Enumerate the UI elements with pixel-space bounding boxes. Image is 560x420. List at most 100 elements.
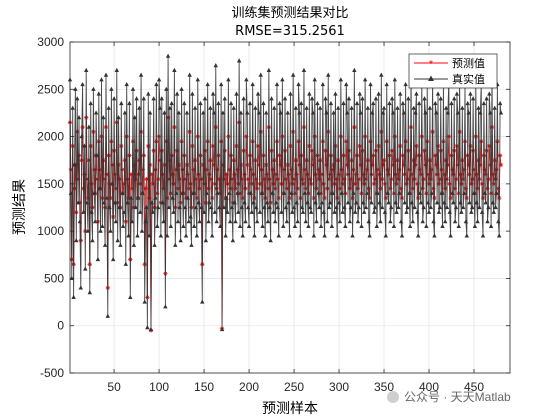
actual-point xyxy=(172,67,177,72)
actual-point xyxy=(224,195,229,200)
predicted-point xyxy=(498,162,504,168)
actual-point xyxy=(482,190,488,195)
actual-point xyxy=(219,326,225,332)
actual-point xyxy=(452,219,458,224)
actual-point xyxy=(357,91,362,96)
actual-point xyxy=(188,214,193,219)
actual-point xyxy=(131,242,137,247)
actual-point xyxy=(327,200,333,205)
actual-point xyxy=(210,91,216,96)
actual-point xyxy=(393,200,398,205)
actual-point xyxy=(353,200,359,205)
actual-point xyxy=(409,200,415,205)
actual-point xyxy=(398,219,404,224)
legend: * 预测值 真实值 xyxy=(408,53,498,89)
actual-point xyxy=(176,110,182,115)
actual-point xyxy=(220,110,226,115)
actual-point xyxy=(112,200,118,205)
actual-point xyxy=(123,261,128,266)
actual-point xyxy=(118,242,123,247)
actual-point xyxy=(447,209,452,214)
actual-point xyxy=(173,242,178,247)
actual-point xyxy=(240,233,245,238)
actual-point xyxy=(228,100,234,106)
actual-point xyxy=(266,67,272,72)
actual-point xyxy=(144,204,149,210)
actual-point xyxy=(263,233,268,238)
actual-point xyxy=(344,81,349,87)
actual-point xyxy=(416,100,422,106)
actual-point xyxy=(156,77,162,82)
actual-point xyxy=(432,233,437,238)
actual-point xyxy=(245,110,250,115)
actual-point xyxy=(121,209,127,214)
predicted-point xyxy=(445,162,451,168)
actual-point xyxy=(94,152,100,158)
y-tick-label: 2500 xyxy=(37,82,64,96)
actual-point xyxy=(200,299,205,304)
actual-point xyxy=(452,96,457,101)
actual-point xyxy=(202,96,208,101)
actual-point xyxy=(175,219,181,224)
actual-point xyxy=(388,219,393,224)
actual-point xyxy=(454,91,460,96)
actual-point xyxy=(463,219,469,224)
actual-point xyxy=(117,204,122,210)
actual-point xyxy=(337,219,343,224)
actual-point xyxy=(392,77,398,82)
actual-point xyxy=(135,233,140,238)
actual-point xyxy=(401,110,407,115)
actual-point xyxy=(290,72,296,77)
actual-point xyxy=(69,275,74,281)
actual-point xyxy=(364,190,370,195)
actual-point xyxy=(191,223,197,229)
ticks: -500 0 500 1000 1500 2000 2500 3000 50 100 150 200 2… xyxy=(37,35,510,394)
predicted-point xyxy=(401,162,407,168)
actual-point xyxy=(476,105,481,110)
actual-point xyxy=(451,200,456,205)
actual-point xyxy=(174,91,180,96)
actual-point xyxy=(415,209,420,214)
actual-point xyxy=(272,219,278,224)
actual-point xyxy=(141,96,146,101)
actual-point xyxy=(95,256,101,262)
actual-point xyxy=(376,91,381,96)
actual-point xyxy=(426,209,432,214)
x-tick-label: 150 xyxy=(194,380,214,394)
x-tick-label: 450 xyxy=(464,380,484,394)
actual-point xyxy=(405,204,410,210)
actual-point xyxy=(380,110,386,115)
actual-point xyxy=(163,304,168,309)
actual-point xyxy=(190,91,195,96)
legend-label-predicted: 预测值 xyxy=(452,57,485,70)
actual-point xyxy=(431,219,436,224)
actual-point xyxy=(440,223,445,229)
actual-point xyxy=(488,223,494,229)
actual-point xyxy=(280,77,285,82)
predicted-point xyxy=(143,186,148,191)
predicted-point xyxy=(278,162,283,168)
actual-point xyxy=(84,200,90,205)
actual-point xyxy=(380,204,385,210)
actual-point xyxy=(235,190,240,195)
actual-point xyxy=(178,238,183,243)
actual-point xyxy=(223,233,228,238)
actual-point xyxy=(311,233,317,238)
actual-point xyxy=(106,105,111,110)
actual-point xyxy=(398,91,403,96)
actual-point xyxy=(346,96,352,101)
actual-point xyxy=(319,200,325,205)
x-tick-label: 200 xyxy=(239,380,259,394)
actual-point xyxy=(469,209,474,214)
actual-point xyxy=(378,219,383,224)
actual-point xyxy=(395,105,400,110)
actual-point xyxy=(375,190,380,195)
actual-point xyxy=(475,219,480,224)
actual-point xyxy=(374,223,380,229)
actual-point xyxy=(177,204,182,210)
actual-point xyxy=(445,110,451,115)
actual-point xyxy=(416,233,421,238)
actual-point xyxy=(474,200,479,205)
actual-point xyxy=(425,200,431,205)
actual-point xyxy=(101,115,106,120)
